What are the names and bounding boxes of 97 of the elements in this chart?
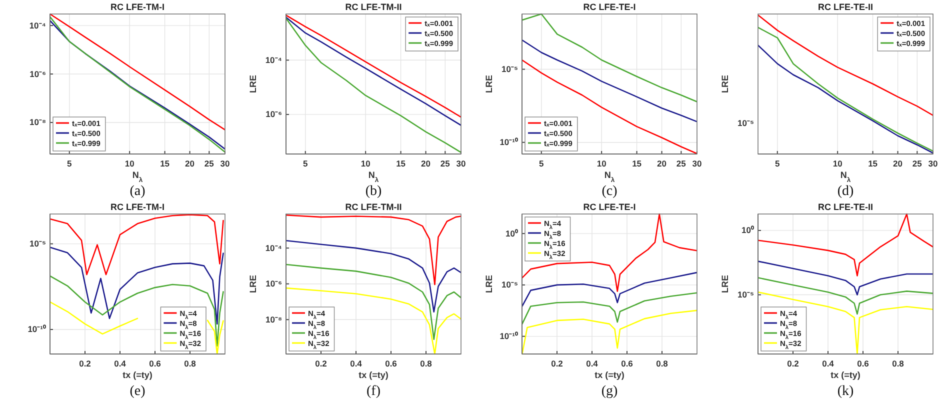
line-series [286, 264, 461, 340]
x-tick-label: 10 [832, 158, 843, 168]
y-tick-label: 10⁻⁴ [29, 20, 46, 30]
x-axis-title: N$_{λ}$ [132, 170, 143, 184]
line-series [522, 213, 697, 292]
y-tick-label: 10⁻⁸ [30, 117, 46, 128]
chart-title: RC LFE-TE-I [583, 202, 636, 212]
text: (c) [602, 184, 618, 199]
x-tick-label: 20 [657, 158, 667, 168]
text: (g) [601, 384, 618, 399]
y-tick-label: 10⁻¹⁰ [500, 331, 518, 342]
x-tick-label: 25 [912, 158, 922, 168]
x-tick-label: 0.4 [350, 358, 362, 368]
x-tick-label: 10 [596, 158, 607, 168]
x-axis-title: tx (=ty) [830, 370, 860, 380]
y-tick-label: 10⁰ [506, 228, 518, 238]
chart-title: RC LFE-TM-I [110, 202, 164, 212]
x-tick-label: 20 [185, 158, 195, 168]
y-tick-label: 10⁻⁶ [266, 278, 282, 289]
x-axis-title: tx (=ty) [358, 370, 388, 380]
text: (d) [837, 184, 854, 199]
x-tick-label: 15 [160, 158, 170, 168]
y-axis-title: LRE [248, 75, 258, 93]
x-tick-label: 0.2 [315, 358, 328, 368]
line-series [758, 213, 933, 276]
x-axis-title: tx (=ty) [122, 370, 152, 380]
x-tick-label: 0.4 [114, 358, 126, 368]
text: (k) [837, 384, 854, 399]
y-tick-label: 10⁻⁵ [502, 64, 518, 74]
x-axis-title: N$_{λ}$ [368, 170, 379, 184]
x-tick-label: 5 [775, 158, 780, 168]
x-tick-label: 0.8 [420, 358, 432, 368]
x-tick-label: 30 [456, 158, 466, 168]
x-tick-label: 0.4 [822, 358, 834, 368]
y-tick-label: 10⁻⁴ [265, 54, 282, 65]
y-axis-title: LRE [484, 75, 494, 93]
x-tick-label: 30 [220, 158, 230, 168]
x-tick-label: 0.2 [79, 358, 92, 368]
line-series [286, 214, 461, 286]
x-tick-label: 20 [893, 158, 903, 168]
x-tick-label: 10 [124, 158, 135, 168]
x-tick-label: 15 [632, 158, 642, 168]
x-tick-label: 20 [421, 158, 431, 168]
y-tick-label: 10⁻⁴ [265, 242, 282, 253]
text: (a) [130, 184, 146, 199]
chart-title: RC LFE-TM-II [345, 2, 402, 12]
y-axis-title: LRE [484, 275, 494, 293]
x-tick-label: 25 [676, 158, 686, 168]
x-tick-label: 0.8 [892, 358, 904, 368]
text: (e) [130, 384, 146, 399]
y-axis-title: LRE [248, 275, 258, 293]
text: (b) [365, 184, 382, 199]
chart-title: RC LFE-TE-II [818, 2, 873, 12]
x-tick-label: 10 [360, 158, 371, 168]
x-tick-label: 0.8 [656, 358, 668, 368]
x-axis-title: N$_{λ}$ [840, 170, 851, 184]
line-series [50, 214, 224, 276]
line-series [50, 275, 224, 347]
x-tick-label: 0.6 [385, 358, 398, 368]
x-tick-label: 5 [303, 158, 308, 168]
y-tick-label: 10⁻⁵ [30, 238, 46, 249]
x-axis-title: tx (=ty) [594, 370, 624, 380]
y-tick-label: 10⁻⁸ [266, 314, 282, 324]
text: (f) [366, 384, 381, 399]
x-tick-label: 0.2 [787, 358, 800, 368]
line-series [758, 277, 933, 315]
x-tick-label: 15 [868, 158, 878, 168]
y-tick-label: 10⁻⁶ [30, 68, 46, 79]
chart-title: RC LFE-TM-I [110, 2, 164, 12]
x-axis-title: N$_{λ}$ [604, 170, 615, 184]
y-tick-label: 10⁻¹⁰ [28, 324, 46, 334]
x-tick-label: 15 [396, 158, 406, 168]
x-tick-label: 0.6 [621, 358, 634, 368]
line-series [522, 272, 697, 307]
y-tick-label: 10⁰ [742, 225, 754, 236]
y-tick-label: 10⁻⁵ [502, 280, 518, 290]
x-tick-label: 0.2 [551, 358, 564, 368]
line-series [522, 292, 697, 325]
y-axis-title: LRE [720, 75, 730, 93]
x-tick-label: 0.4 [586, 358, 598, 368]
y-axis-title: LRE [720, 275, 730, 293]
x-tick-label: 30 [928, 158, 938, 168]
y-tick-label: 10⁻¹⁰ [500, 137, 518, 148]
x-tick-label: 0.6 [149, 358, 162, 368]
chart-title: RC LFE-TE-I [583, 2, 636, 12]
y-tick-label: 10⁻⁶ [266, 109, 282, 120]
line-series [758, 260, 933, 296]
x-tick-label: 25 [204, 158, 214, 168]
x-tick-label: 30 [692, 158, 702, 168]
x-tick-label: 0.6 [857, 358, 870, 368]
x-tick-label: 5 [539, 158, 544, 168]
x-tick-label: 25 [440, 158, 450, 168]
chart-title: RC LFE-TM-II [345, 202, 402, 212]
chart-title: RC LFE-TE-II [818, 202, 873, 212]
x-tick-label: 0.8 [184, 358, 196, 368]
line-series [50, 246, 224, 325]
x-tick-label: 5 [67, 158, 72, 168]
